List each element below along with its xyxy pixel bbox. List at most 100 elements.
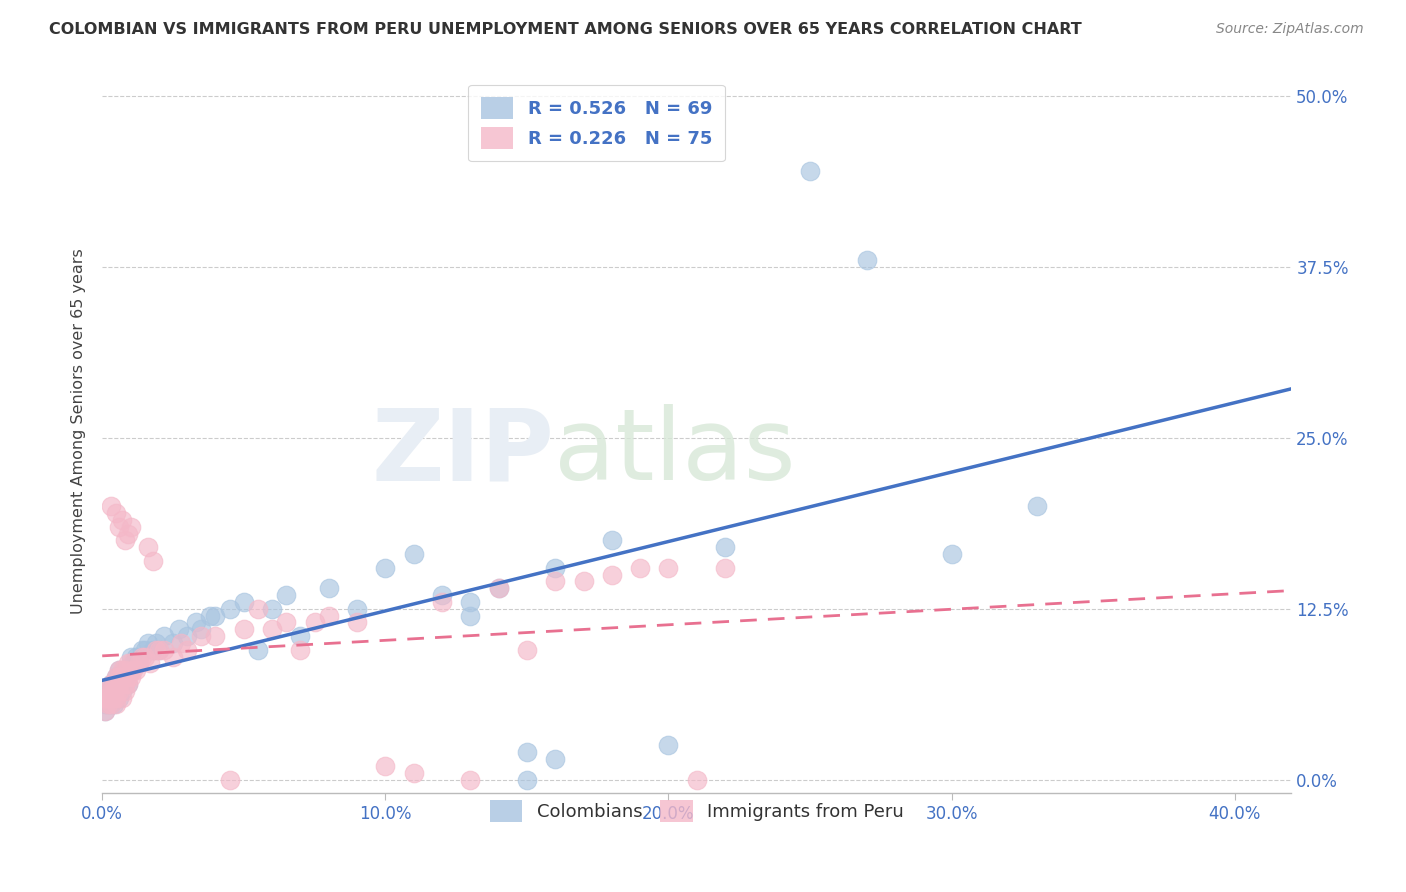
- Point: [125, 663, 148, 677]
- Point: [114, 663, 136, 677]
- Point: [516, 745, 538, 759]
- Point: [120, 670, 142, 684]
- Point: [97, 683, 120, 698]
- Point: [402, 765, 425, 780]
- Point: [941, 547, 963, 561]
- Point: [105, 690, 128, 705]
- Text: atlas: atlas: [554, 404, 796, 501]
- Point: [600, 567, 623, 582]
- Point: [97, 683, 120, 698]
- Point: [145, 642, 167, 657]
- Point: [122, 663, 145, 677]
- Point: [117, 670, 139, 684]
- Point: [103, 698, 125, 712]
- Point: [190, 622, 212, 636]
- Point: [108, 690, 131, 705]
- Point: [198, 608, 221, 623]
- Point: [103, 690, 125, 705]
- Point: [97, 698, 120, 712]
- Point: [131, 649, 153, 664]
- Point: [430, 595, 453, 609]
- Point: [105, 683, 128, 698]
- Point: [430, 588, 453, 602]
- Point: [103, 677, 125, 691]
- Point: [105, 698, 128, 712]
- Point: [111, 663, 134, 677]
- Point: [657, 739, 679, 753]
- Point: [600, 533, 623, 548]
- Point: [114, 533, 136, 548]
- Point: [120, 519, 142, 533]
- Point: [108, 663, 131, 677]
- Point: [94, 690, 117, 705]
- Point: [458, 595, 481, 609]
- Point: [103, 677, 125, 691]
- Point: [111, 677, 134, 691]
- Point: [572, 574, 595, 589]
- Point: [120, 657, 142, 671]
- Point: [714, 540, 737, 554]
- Legend: Colombians, Immigrants from Peru: Colombians, Immigrants from Peru: [477, 788, 917, 835]
- Point: [458, 608, 481, 623]
- Point: [276, 615, 298, 630]
- Point: [100, 690, 122, 705]
- Point: [111, 670, 134, 684]
- Point: [105, 670, 128, 684]
- Point: [94, 698, 117, 712]
- Point: [105, 506, 128, 520]
- Point: [117, 677, 139, 691]
- Point: [290, 629, 312, 643]
- Point: [97, 690, 120, 705]
- Point: [105, 690, 128, 705]
- Point: [153, 629, 176, 643]
- Point: [167, 622, 190, 636]
- Point: [232, 622, 254, 636]
- Point: [111, 690, 134, 705]
- Point: [304, 615, 326, 630]
- Point: [128, 657, 150, 671]
- Point: [100, 698, 122, 712]
- Point: [97, 698, 120, 712]
- Point: [374, 560, 396, 574]
- Point: [516, 642, 538, 657]
- Point: [657, 560, 679, 574]
- Point: [100, 690, 122, 705]
- Point: [318, 581, 340, 595]
- Point: [799, 164, 821, 178]
- Point: [136, 636, 159, 650]
- Text: Source: ZipAtlas.com: Source: ZipAtlas.com: [1216, 22, 1364, 37]
- Point: [148, 642, 170, 657]
- Point: [232, 595, 254, 609]
- Point: [103, 683, 125, 698]
- Point: [117, 677, 139, 691]
- Point: [108, 683, 131, 698]
- Point: [97, 690, 120, 705]
- Point: [184, 615, 207, 630]
- Point: [218, 601, 240, 615]
- Point: [111, 513, 134, 527]
- Point: [108, 677, 131, 691]
- Point: [108, 677, 131, 691]
- Point: [142, 642, 165, 657]
- Point: [190, 629, 212, 643]
- Point: [176, 642, 198, 657]
- Point: [125, 649, 148, 664]
- Point: [100, 677, 122, 691]
- Point: [100, 499, 122, 513]
- Point: [458, 772, 481, 787]
- Point: [108, 519, 131, 533]
- Point: [128, 657, 150, 671]
- Point: [111, 670, 134, 684]
- Point: [117, 657, 139, 671]
- Point: [204, 629, 226, 643]
- Point: [100, 683, 122, 698]
- Point: [131, 642, 153, 657]
- Point: [246, 601, 269, 615]
- Point: [114, 677, 136, 691]
- Point: [855, 252, 877, 267]
- Point: [100, 683, 122, 698]
- Point: [111, 683, 134, 698]
- Point: [108, 663, 131, 677]
- Point: [114, 670, 136, 684]
- Point: [108, 670, 131, 684]
